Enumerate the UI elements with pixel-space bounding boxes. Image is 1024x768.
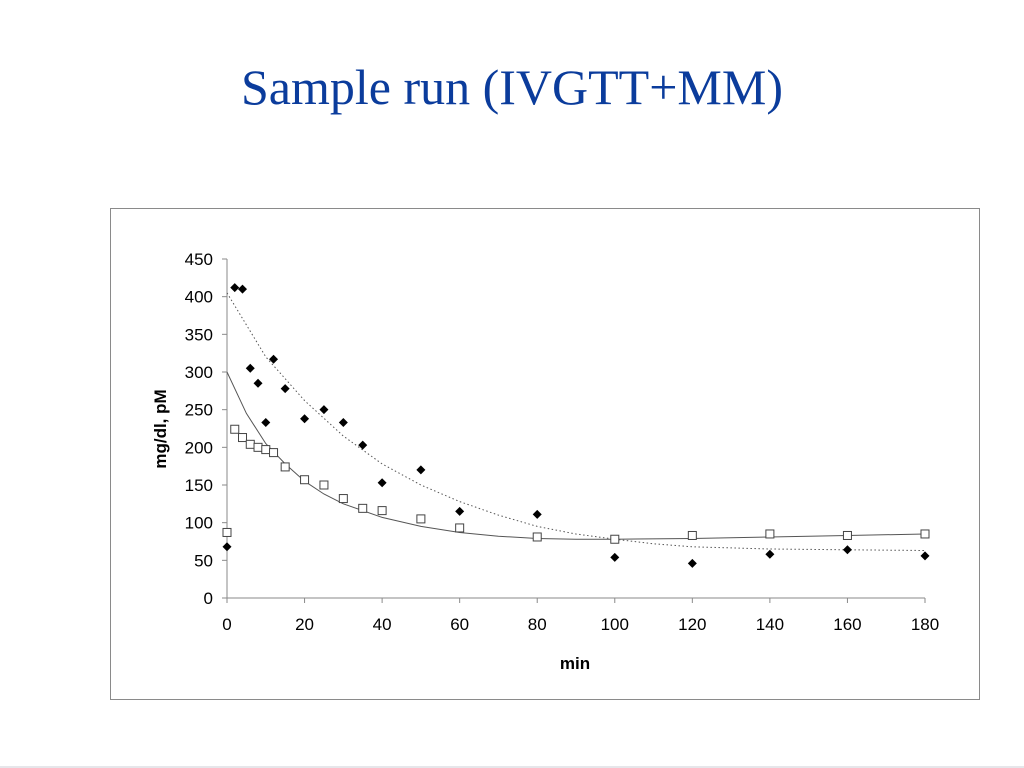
x-tick-label: 20	[295, 615, 314, 634]
diamond-point	[532, 509, 542, 519]
diamond-point	[377, 478, 387, 488]
diamond-point	[245, 363, 255, 373]
square-point	[610, 534, 620, 544]
scatter-chart: 0 50 100 150 200 250 300 350 400 450 0 20 40 60 80 100 1…	[151, 250, 940, 673]
square-point	[261, 445, 271, 455]
diamond-point	[765, 549, 775, 559]
diamond-point	[319, 405, 329, 415]
diamond-point	[280, 384, 290, 394]
y-tick-label: 400	[185, 288, 213, 307]
diamond-point	[338, 417, 348, 427]
x-tick-label: 160	[833, 615, 861, 634]
solid-fit-curve	[226, 371, 926, 540]
footer-divider	[0, 766, 1024, 768]
square-point	[230, 424, 240, 434]
y-tick-label: 0	[204, 589, 213, 608]
diamond-point	[222, 542, 232, 552]
square-point	[245, 439, 255, 449]
diamond-point	[687, 558, 697, 568]
square-point	[280, 462, 290, 472]
square-point	[377, 506, 387, 516]
square-point	[687, 530, 697, 540]
diamond-point	[269, 354, 279, 364]
y-tick-label: 450	[185, 250, 213, 269]
diamond-point	[416, 465, 426, 475]
slide-title: Sample run (IVGTT+MM)	[241, 59, 783, 115]
y-axis-title: mg/dl, pM	[151, 389, 170, 468]
square-point	[238, 433, 248, 443]
diamond-point	[238, 284, 248, 294]
x-tick-label: 140	[756, 615, 784, 634]
square-point	[338, 494, 348, 504]
x-tick-label: 0	[222, 615, 231, 634]
diamond-point	[300, 414, 310, 424]
y-tick-label: 300	[185, 363, 213, 382]
square-point	[455, 523, 465, 533]
square-point	[920, 529, 930, 539]
y-tick-label: 200	[185, 438, 213, 457]
square-point	[358, 503, 368, 513]
dotted-fit-curve	[226, 292, 926, 551]
x-tick-label: 180	[911, 615, 939, 634]
axes: 0 50 100 150 200 250 300 350 400 450 0 20 40 60 80 100 1…	[185, 250, 940, 634]
diamond-point	[230, 283, 240, 293]
square-point	[300, 475, 310, 485]
diamond-point	[358, 440, 368, 450]
square-point	[253, 442, 263, 452]
diamond-point	[253, 378, 263, 388]
square-point	[532, 532, 542, 542]
square-point	[222, 527, 232, 537]
x-tick-label: 100	[601, 615, 629, 634]
x-tick-label: 40	[373, 615, 392, 634]
fitted-curves	[226, 292, 926, 551]
chart-frame: 0 50 100 150 200 250 300 350 400 450 0 20 40 60 80 100 1…	[110, 208, 980, 700]
y-tick-label: 350	[185, 325, 213, 344]
square-point	[416, 514, 426, 524]
x-tick-label: 60	[450, 615, 469, 634]
square-point	[842, 530, 852, 540]
y-tick-label: 150	[185, 476, 213, 495]
square-point	[319, 480, 329, 490]
diamond-point	[920, 551, 930, 561]
diamond-point	[261, 417, 271, 427]
diamond-point	[455, 506, 465, 516]
x-tick-label: 80	[528, 615, 547, 634]
data-points	[222, 283, 930, 568]
x-axis-title: min	[560, 654, 590, 673]
y-tick-label: 50	[194, 551, 213, 570]
y-tick-label: 100	[185, 514, 213, 533]
square-point	[765, 529, 775, 539]
diamond-point	[842, 545, 852, 555]
x-tick-label: 120	[678, 615, 706, 634]
diamond-point	[610, 552, 620, 562]
y-tick-label: 250	[185, 401, 213, 420]
square-point	[269, 448, 279, 458]
